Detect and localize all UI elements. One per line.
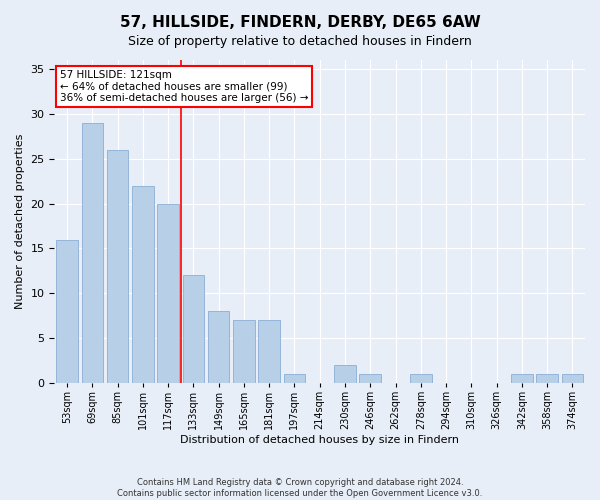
Bar [56,240,78,383]
Bar [132,186,154,383]
Text: Size of property relative to detached houses in Findern: Size of property relative to detached ho… [128,35,472,48]
Y-axis label: Number of detached properties: Number of detached properties [15,134,25,309]
Text: 57, HILLSIDE, FINDERN, DERBY, DE65 6AW: 57, HILLSIDE, FINDERN, DERBY, DE65 6AW [119,15,481,30]
Bar [259,320,280,383]
Bar [511,374,533,383]
Bar [536,374,558,383]
Bar [284,374,305,383]
X-axis label: Distribution of detached houses by size in Findern: Distribution of detached houses by size … [180,435,459,445]
Bar [107,150,128,383]
Bar [359,374,381,383]
Text: 57 HILLSIDE: 121sqm
← 64% of detached houses are smaller (99)
36% of semi-detach: 57 HILLSIDE: 121sqm ← 64% of detached ho… [60,70,308,103]
Bar [562,374,583,383]
Text: Contains HM Land Registry data © Crown copyright and database right 2024.
Contai: Contains HM Land Registry data © Crown c… [118,478,482,498]
Bar [233,320,254,383]
Bar [157,204,179,383]
Bar [182,276,204,383]
Bar [410,374,431,383]
Bar [208,312,229,383]
Bar [82,123,103,383]
Bar [334,365,356,383]
